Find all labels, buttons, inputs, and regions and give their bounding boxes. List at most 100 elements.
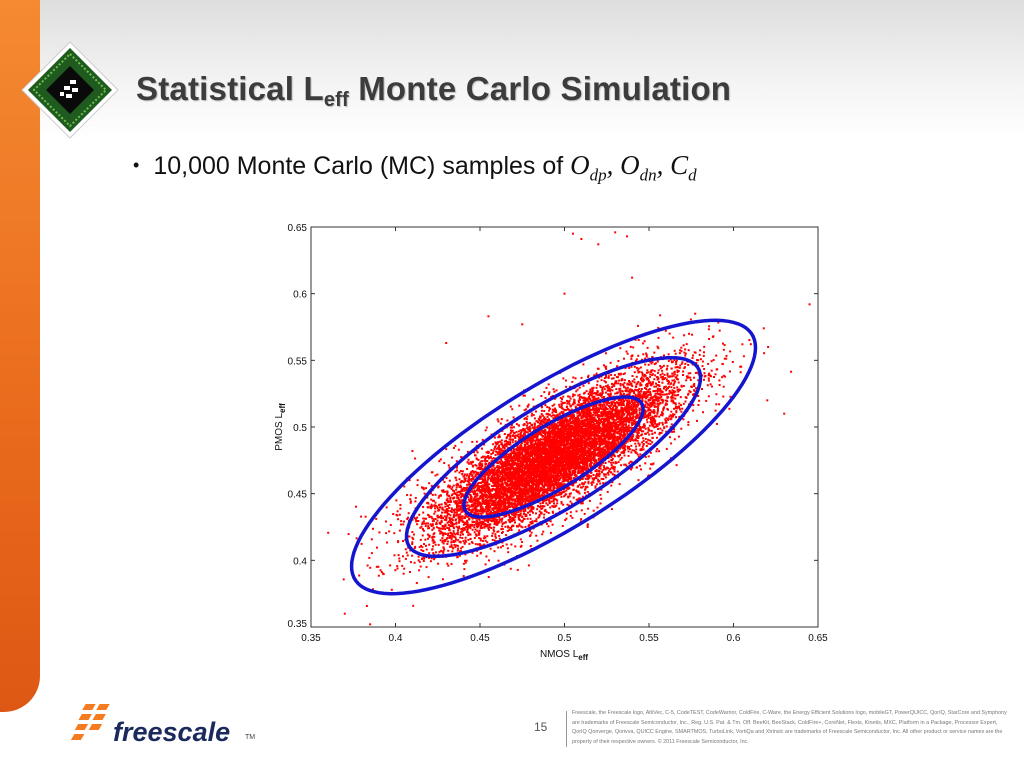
data-point <box>607 393 610 396</box>
data-point <box>647 409 649 412</box>
data-point <box>432 518 435 521</box>
data-point <box>467 476 470 479</box>
data-point <box>432 539 435 542</box>
data-point <box>422 488 425 491</box>
data-point <box>492 529 495 531</box>
data-point <box>605 418 607 421</box>
data-point <box>614 408 617 410</box>
data-point <box>695 387 697 390</box>
data-point <box>603 451 605 454</box>
data-point <box>682 385 685 387</box>
data-point <box>446 490 449 493</box>
data-point <box>660 376 663 379</box>
data-point <box>448 506 450 509</box>
data-point <box>527 511 529 514</box>
data-point <box>622 449 625 452</box>
data-point <box>610 456 613 459</box>
data-point <box>562 483 565 486</box>
data-point <box>518 404 521 407</box>
data-point <box>628 462 631 465</box>
data-point <box>456 491 459 494</box>
data-point <box>610 464 613 466</box>
data-point <box>523 439 526 442</box>
data-point <box>498 537 501 540</box>
data-point <box>580 376 583 379</box>
data-point <box>404 557 407 560</box>
data-point <box>596 398 599 401</box>
data-point <box>620 464 623 467</box>
data-point <box>570 467 573 470</box>
data-point <box>447 464 450 467</box>
data-point <box>492 450 495 453</box>
data-point <box>562 377 565 380</box>
data-point <box>623 357 625 360</box>
data-point <box>642 342 645 345</box>
data-point <box>553 438 556 441</box>
data-point <box>644 410 647 413</box>
data-point <box>609 361 612 364</box>
data-point <box>582 402 585 405</box>
data-point <box>593 374 596 377</box>
data-point <box>653 405 656 408</box>
data-point <box>518 501 521 504</box>
data-point <box>481 438 484 441</box>
data-point <box>679 389 682 391</box>
data-point <box>595 477 598 480</box>
data-point <box>453 535 456 538</box>
data-point <box>496 451 499 454</box>
data-point <box>473 524 476 526</box>
data-point <box>431 499 434 502</box>
data-point <box>594 414 597 417</box>
data-point <box>441 541 444 544</box>
data-point <box>487 478 489 481</box>
data-point <box>673 413 676 416</box>
data-point <box>674 407 677 410</box>
math-variables: Odp, Odn, Cd <box>570 150 697 185</box>
data-point <box>393 554 396 557</box>
data-point <box>634 415 637 418</box>
data-point <box>675 410 678 413</box>
data-point <box>548 391 551 394</box>
data-point <box>524 509 527 512</box>
data-point <box>549 407 551 410</box>
data-point <box>606 408 609 410</box>
data-point <box>468 481 471 484</box>
data-point <box>543 421 545 424</box>
data-point <box>610 410 613 413</box>
data-point <box>699 358 702 361</box>
data-point <box>703 372 706 375</box>
data-point <box>566 442 569 445</box>
data-point <box>450 545 453 548</box>
data-point <box>585 449 588 452</box>
data-point <box>609 414 612 417</box>
data-point <box>596 383 599 386</box>
data-point <box>682 344 685 347</box>
data-point <box>651 425 654 428</box>
data-point <box>542 442 545 445</box>
data-point <box>450 536 453 539</box>
data-point <box>606 430 609 433</box>
data-point <box>434 507 436 510</box>
data-point <box>681 361 684 364</box>
data-point <box>442 539 445 542</box>
data-point <box>526 517 529 520</box>
data-point <box>481 484 484 487</box>
data-point <box>661 369 664 372</box>
data-point <box>409 501 412 504</box>
data-point <box>582 482 585 485</box>
data-point <box>711 385 713 388</box>
data-point <box>433 499 435 502</box>
data-point <box>587 507 590 510</box>
data-point <box>650 405 653 408</box>
data-point <box>636 433 639 436</box>
data-point <box>398 560 401 563</box>
data-point <box>460 490 463 493</box>
data-point <box>558 507 561 510</box>
data-point <box>586 465 589 468</box>
data-point <box>510 543 513 546</box>
data-point <box>704 374 707 377</box>
data-point <box>517 516 520 519</box>
data-point <box>547 418 550 421</box>
data-point <box>511 429 514 432</box>
